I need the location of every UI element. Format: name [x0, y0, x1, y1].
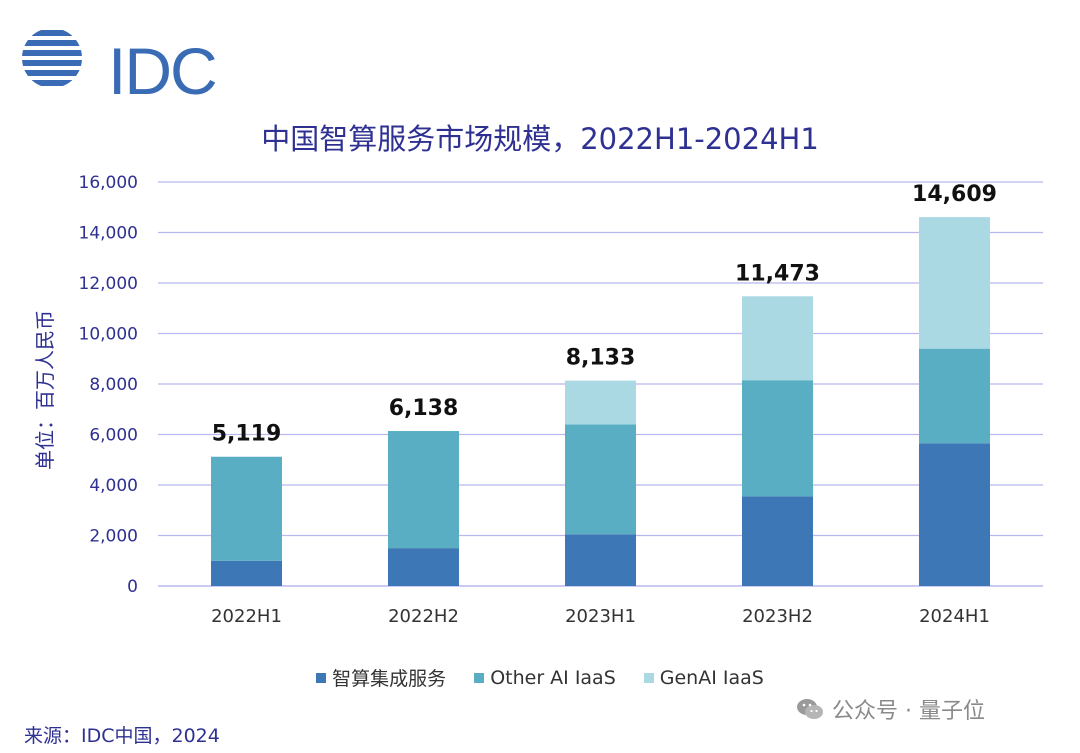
total-label: 5,119 [212, 422, 282, 447]
y-tick-label: 14,000 [79, 224, 138, 244]
bar-segment-2023H2-1 [742, 380, 813, 497]
bar-segment-2022H1-1 [211, 456, 282, 561]
x-tick-label: 2023H2 [742, 606, 813, 627]
y-axis-label: 单位：百万人民币 [33, 310, 57, 470]
bar-segment-2024H1-2 [919, 217, 990, 349]
y-tick-label: 6,000 [89, 426, 138, 446]
watermark-text: 公众号 · 量子位 [832, 699, 985, 724]
bar-segment-2023H2-2 [742, 296, 813, 381]
logo-text: IDC [108, 34, 218, 108]
bar-segment-2023H1-0 [565, 534, 636, 586]
y-tick-label: 12,000 [79, 274, 138, 294]
y-tick-label: 2,000 [89, 527, 138, 547]
idc-globe-icon [22, 30, 82, 86]
legend-label: Other AI IaaS [490, 666, 616, 689]
legend-item-integrated-services: 智算集成服务 [316, 664, 446, 691]
wechat-icon [797, 699, 823, 719]
legend-swatch [474, 672, 485, 683]
legend-label: GenAI IaaS [659, 666, 764, 689]
x-tick-label: 2023H1 [565, 606, 636, 627]
chart-legend: 智算集成服务 Other AI IaaS GenAI IaaS [0, 664, 1080, 691]
source-note: 来源：IDC中国，2024 [24, 725, 220, 747]
bar-segment-2023H2-0 [742, 496, 813, 586]
bar-segment-2023H1-1 [565, 424, 636, 535]
total-label: 6,138 [389, 396, 459, 421]
y-tick-label: 8,000 [89, 375, 138, 395]
chart-title: 中国智算服务市场规模，2022H1-2024H1 [261, 122, 819, 156]
total-label: 11,473 [735, 261, 820, 286]
y-tick-label: 4,000 [89, 476, 138, 496]
legend-swatch [643, 672, 654, 683]
bar-segment-2022H2-1 [388, 431, 459, 549]
watermark: 公众号 · 量子位 [796, 693, 985, 725]
legend-item-genai-iaas: GenAI IaaS [643, 664, 764, 691]
x-tick-label: 2022H1 [211, 606, 282, 627]
bar-segment-2022H1-0 [211, 560, 282, 586]
y-tick-label: 10,000 [79, 325, 138, 345]
legend-label: 智算集成服务 [332, 668, 447, 690]
y-tick-label: 0 [127, 577, 138, 597]
bar-segment-2023H1-2 [565, 380, 636, 425]
idc-logo: IDC [20, 26, 220, 104]
stacked-bar-chart: 0 2,000 4,000 6,000 8,000 10,000 12,000 14,000 1… [33, 173, 1043, 627]
total-label: 14,609 [912, 182, 997, 207]
total-label: 8,133 [566, 346, 636, 371]
x-tick-label: 2024H1 [919, 606, 990, 627]
x-tick-label: 2022H2 [388, 606, 459, 627]
legend-swatch [316, 672, 327, 683]
y-tick-label: 16,000 [79, 173, 138, 193]
bar-segment-2024H1-1 [919, 348, 990, 444]
bar-segment-2024H1-0 [919, 443, 990, 586]
bar-segment-2022H2-0 [388, 548, 459, 586]
legend-item-other-ai-iaas: Other AI IaaS [474, 664, 616, 691]
